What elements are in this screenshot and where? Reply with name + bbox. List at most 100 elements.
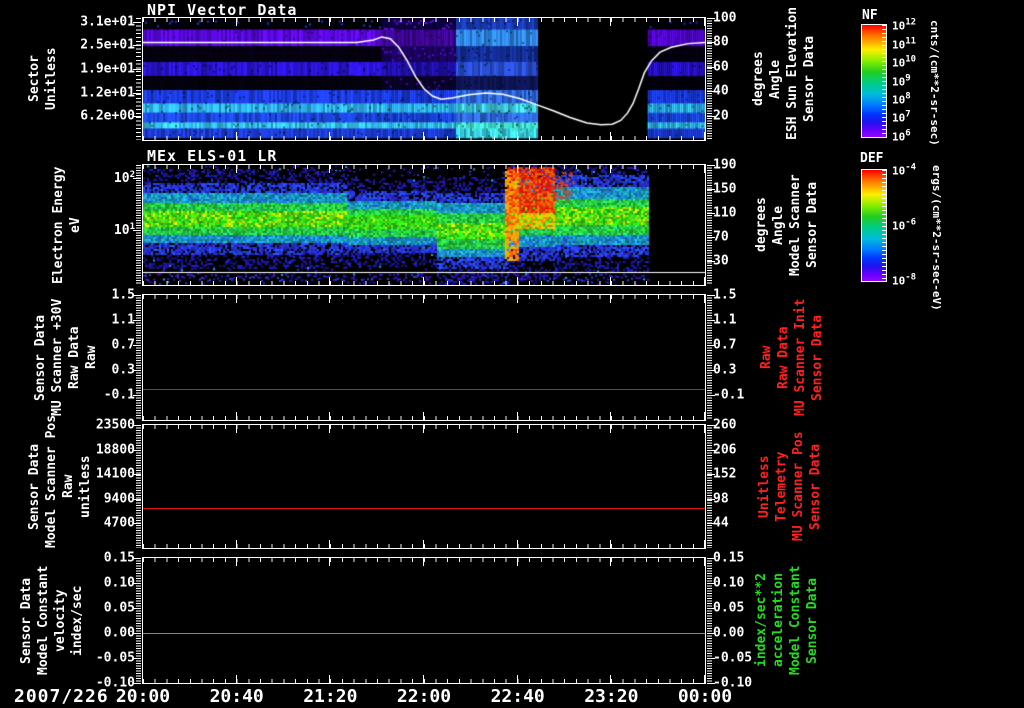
tick-label: 152 [713,466,737,482]
tick-label: 0.00 [713,625,745,641]
major-tick [133,92,141,94]
major-tick [707,658,715,659]
major-tick [133,449,141,451]
major-tick [707,91,715,93]
npi-spectrogram [143,18,705,140]
tick-label: 20:00 [115,686,171,707]
tick-label: 60 [713,59,729,75]
major-tick [142,18,143,26]
major-tick [610,277,612,285]
axis-label-line: Unitless [44,47,59,111]
major-tick [235,675,237,683]
major-tick [142,412,143,420]
major-tick [423,132,424,140]
tick-label: 0.15 [103,550,135,566]
major-tick [329,558,331,566]
axis-label-line: MU Scanner Pos [791,431,806,542]
tick-label: 98 [713,491,729,507]
major-tick [133,498,141,500]
axis-label-line: Angle [768,59,783,99]
major-tick [142,540,143,548]
panel2-left-minor-ticks [136,165,141,285]
major-tick [133,295,141,296]
tick-label: 70 [713,229,729,245]
major-tick [133,683,141,684]
axis-label-line: degrees [751,51,766,107]
major-tick [704,558,705,566]
major-tick [423,295,424,303]
major-tick [423,412,424,420]
major-tick [423,675,424,683]
panel4-right-axis-label: Sensor Data MU Scanner Pos Telemetry Unitle… [756,425,824,548]
major-tick [516,412,518,420]
axis-label-line: Model Scanner [788,174,803,276]
panel2-plot-area [133,164,715,286]
major-tick [235,277,237,285]
panel4-plot-area [133,424,715,549]
major-tick [329,295,331,303]
major-tick [707,474,715,476]
axis-label-line: Electron Energy [51,166,66,284]
major-tick [704,277,705,285]
tick-label: 101 [113,221,135,239]
tick-label: -0.05 [95,650,135,666]
major-tick [142,165,143,173]
panel4-data-line [143,508,705,509]
tick-label: 1011 [892,36,917,51]
major-tick [142,425,143,433]
major-tick [235,558,237,566]
panel3-left-minor-ticks [136,295,141,420]
panel2-right-minor-ticks [707,165,712,285]
panel1-y-axis-label: Sector Unitless [26,18,60,140]
major-tick [329,425,331,433]
tick-label: 10-8 [892,272,917,288]
panel5-y-axis-label: Sensor Data Model Constant velocity index/s… [18,558,86,683]
major-tick [707,237,715,238]
axis-label-line: MU Scanner +30V [50,298,65,417]
major-tick [142,295,143,303]
tick-label: -0.1 [713,387,745,403]
panel4-right-minor-ticks [707,425,712,548]
major-tick [133,474,141,476]
tick-label: -0.05 [713,650,753,666]
major-tick [704,165,705,173]
panel1-plot-area [133,17,715,141]
major-tick [133,633,141,634]
panel1-right-tick-labels: 100 80 60 40 20 [713,11,773,140]
panel2-title: MEx ELS-01 LR [147,147,278,165]
panel5-plot-area [133,557,715,684]
tick-label: 110 [713,205,737,221]
major-tick [707,345,715,346]
major-tick [610,412,612,420]
major-tick [707,66,715,68]
major-tick [707,18,715,19]
tick-label: 10-4 [892,162,917,178]
major-tick [423,540,424,548]
panel5-data-line [143,633,705,634]
tick-label: -0.1 [103,387,135,403]
axis-label-line: eV [68,217,83,233]
major-tick [516,425,518,433]
major-tick [707,498,715,500]
major-tick [516,540,518,548]
panel3-right-minor-ticks [707,295,712,420]
pan4-right-tick-labels: 260 206 152 98 44 [713,418,773,548]
panel1-title: NPI Vector Data [147,1,298,19]
tick-label: 30 [713,253,729,269]
major-tick [235,18,237,26]
major-tick [142,277,143,285]
major-tick [610,425,612,433]
major-tick [423,558,424,566]
major-tick [516,558,518,566]
tick-label: 1.1 [713,312,737,328]
tick-label: 109 [892,73,911,88]
tick-label: 9400 [103,491,135,507]
panel3-right-tick-labels: 1.5 1.1 0.7 0.3 -0.1 [713,288,773,420]
tick-label: 18800 [95,442,135,458]
major-tick [329,165,331,173]
major-tick [707,558,715,559]
tick-label: 3.1e+01 [80,14,135,30]
major-tick [133,558,141,559]
panel5-right-tick-labels: 0.15 0.10 0.05 0.00 -0.05 -0.10 [713,551,773,691]
major-tick [329,132,331,140]
